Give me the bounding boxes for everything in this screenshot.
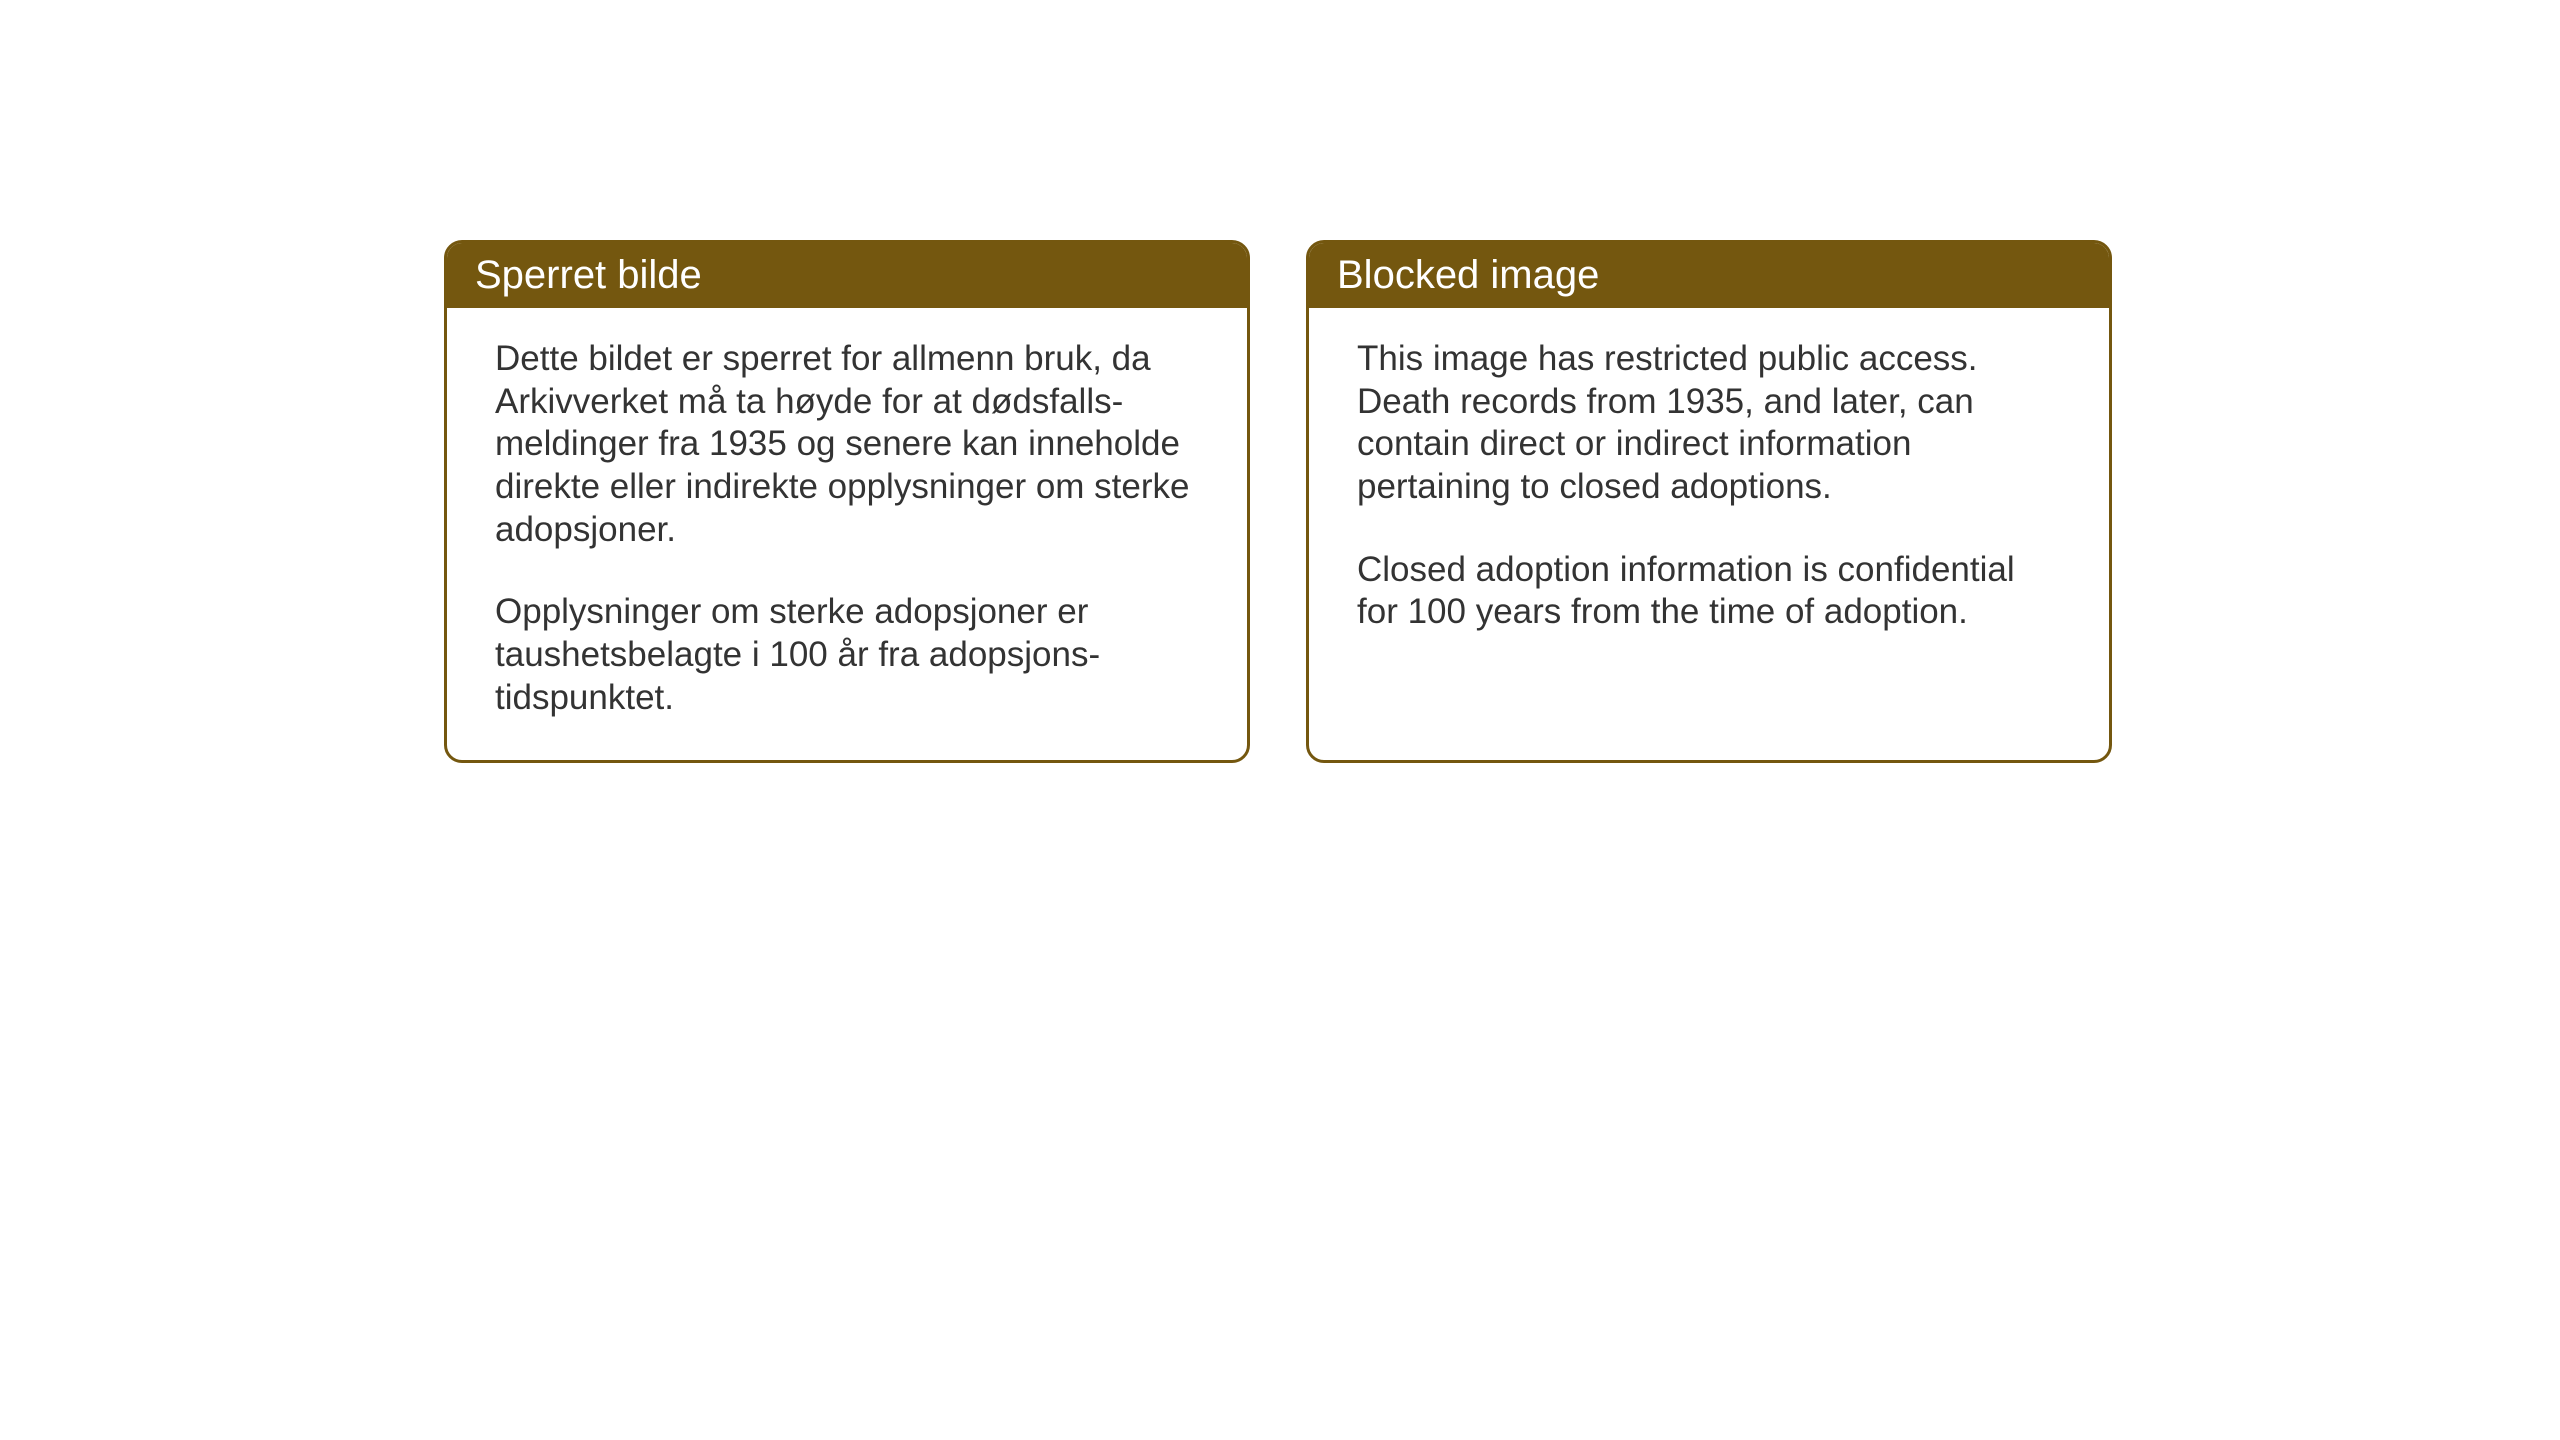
notice-title-english: Blocked image [1337,253,1599,297]
notice-paragraph-2-norwegian: Opplysninger om sterke adopsjoner er tau… [495,591,1199,719]
notice-paragraph-1-norwegian: Dette bildet er sperret for allmenn bruk… [495,338,1199,551]
notice-title-norwegian: Sperret bilde [475,253,702,297]
notice-box-english: Blocked image This image has restricted … [1306,240,2112,763]
notice-paragraph-2-english: Closed adoption information is confident… [1357,549,2061,634]
notice-container: Sperret bilde Dette bildet er sperret fo… [444,240,2112,763]
notice-body-norwegian: Dette bildet er sperret for allmenn bruk… [447,308,1247,760]
notice-box-norwegian: Sperret bilde Dette bildet er sperret fo… [444,240,1250,763]
notice-header-english: Blocked image [1309,243,2109,308]
notice-body-english: This image has restricted public access.… [1309,308,2109,674]
notice-header-norwegian: Sperret bilde [447,243,1247,308]
notice-paragraph-1-english: This image has restricted public access.… [1357,338,2061,509]
